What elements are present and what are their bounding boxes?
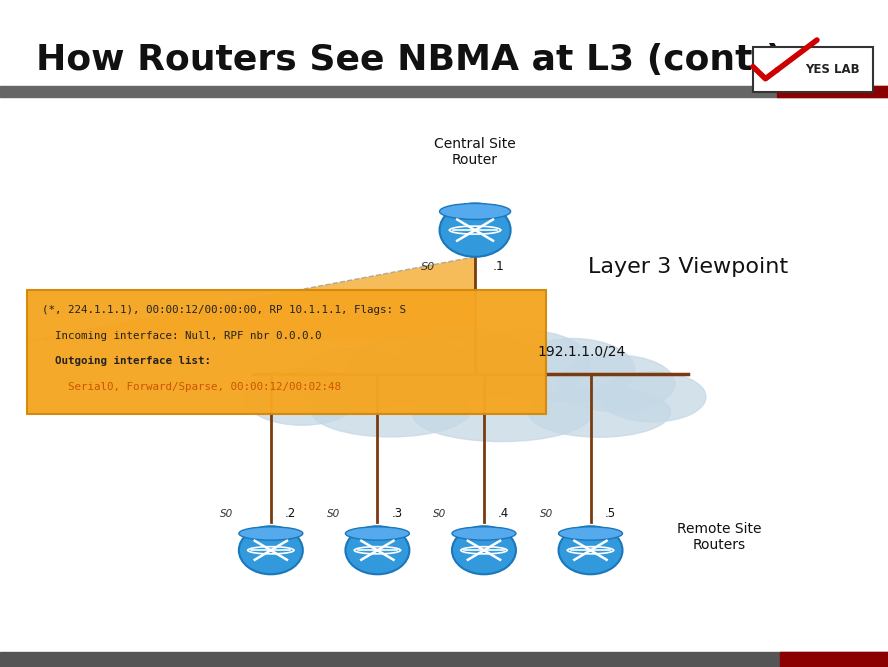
Text: .2: .2 <box>285 507 297 520</box>
Ellipse shape <box>452 526 516 574</box>
Text: Layer 3 Viewpoint: Layer 3 Viewpoint <box>588 257 789 277</box>
Ellipse shape <box>452 527 516 540</box>
Text: .4: .4 <box>498 507 510 520</box>
Ellipse shape <box>345 526 409 574</box>
Text: S0: S0 <box>327 509 340 518</box>
Ellipse shape <box>528 387 670 438</box>
Text: Serial0, Forward/Sparse, 00:00:12/00:02:48: Serial0, Forward/Sparse, 00:00:12/00:02:… <box>42 382 341 392</box>
Ellipse shape <box>413 388 591 442</box>
Polygon shape <box>31 257 475 340</box>
Text: .3: .3 <box>392 507 403 520</box>
Text: How Routers See NBMA at L3 (cont.): How Routers See NBMA at L3 (cont.) <box>36 43 782 77</box>
Ellipse shape <box>511 339 635 402</box>
Bar <box>780 652 888 667</box>
Ellipse shape <box>440 203 511 257</box>
Ellipse shape <box>244 368 360 426</box>
Text: .5: .5 <box>605 507 616 520</box>
Text: S0: S0 <box>421 262 435 271</box>
Ellipse shape <box>559 526 622 574</box>
Bar <box>0 86 888 97</box>
Ellipse shape <box>239 527 303 540</box>
Text: Outgoing interface list:: Outgoing interface list: <box>42 356 210 366</box>
Text: 192.1.1.0/24: 192.1.1.0/24 <box>537 344 626 358</box>
Bar <box>777 86 888 97</box>
Text: YES LAB: YES LAB <box>805 63 860 76</box>
Ellipse shape <box>599 372 706 422</box>
FancyBboxPatch shape <box>27 290 546 414</box>
Ellipse shape <box>400 329 533 398</box>
Ellipse shape <box>346 337 471 404</box>
Ellipse shape <box>239 526 303 574</box>
Text: S0: S0 <box>433 509 447 518</box>
Text: S0: S0 <box>220 509 234 518</box>
Text: .1: .1 <box>493 260 504 273</box>
Ellipse shape <box>457 330 591 397</box>
Bar <box>0 652 888 667</box>
Ellipse shape <box>440 203 511 219</box>
Text: S0: S0 <box>540 509 553 518</box>
Text: (*, 224.1.1.1), 00:00:12/00:00:00, RP 10.1.1.1, Flags: S: (*, 224.1.1.1), 00:00:12/00:00:00, RP 10… <box>42 305 406 315</box>
FancyBboxPatch shape <box>753 47 873 92</box>
Ellipse shape <box>311 384 471 437</box>
Ellipse shape <box>345 527 409 540</box>
Text: Remote Site
Routers: Remote Site Routers <box>677 522 762 552</box>
Ellipse shape <box>297 348 413 412</box>
Ellipse shape <box>559 355 675 412</box>
Text: Central Site
Router: Central Site Router <box>434 137 516 167</box>
Ellipse shape <box>559 527 622 540</box>
Text: Incoming interface: Null, RPF nbr 0.0.0.0: Incoming interface: Null, RPF nbr 0.0.0.… <box>42 331 321 341</box>
